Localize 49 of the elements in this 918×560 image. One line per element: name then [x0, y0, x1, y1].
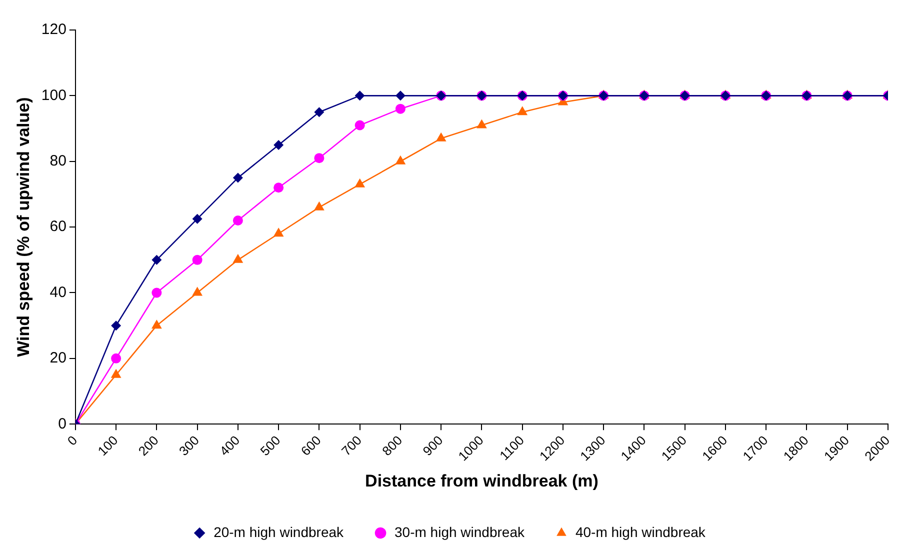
point	[395, 155, 406, 164]
point	[354, 120, 365, 130]
point	[436, 132, 446, 142]
legend-label: 30-m high windbreak	[394, 524, 526, 540]
x-tick-label: 900	[420, 432, 446, 459]
y-tick-label: 80	[50, 152, 66, 170]
y-tick-label: 120	[41, 21, 66, 38]
point	[395, 90, 406, 101]
point	[232, 254, 244, 263]
point	[152, 254, 162, 265]
y-tick-label: 100	[41, 86, 66, 104]
y-tick-label: 60	[50, 218, 66, 236]
point	[111, 353, 122, 364]
point	[517, 106, 528, 116]
point	[354, 90, 365, 101]
point	[274, 182, 284, 193]
point	[232, 172, 243, 183]
y-tick-label: 40	[50, 284, 66, 301]
x-tick-label: 300	[176, 432, 202, 459]
legend-label: 20-m high windbreak	[214, 524, 345, 540]
point	[192, 214, 202, 224]
x-tick-label: 100	[94, 432, 121, 459]
x-tick-label: 0	[64, 432, 80, 448]
point	[273, 228, 284, 237]
point	[192, 286, 203, 296]
point	[192, 254, 202, 265]
legend-label: 40-m high windbreak	[575, 524, 706, 540]
x-tick-label: 700	[338, 432, 364, 459]
y-axis-title: Wind speed (% of upwind value)	[14, 97, 33, 357]
point	[232, 215, 243, 226]
x-tick-label: 200	[135, 432, 162, 459]
point	[476, 119, 487, 128]
point	[151, 320, 162, 329]
point	[110, 368, 122, 378]
x-tick-label: 500	[257, 432, 284, 459]
y-tick-label: 0	[58, 415, 66, 432]
x-axis-title: Distance from windbreak (m)	[365, 471, 598, 490]
point	[152, 288, 162, 298]
point	[314, 153, 324, 164]
x-tick-label: 400	[216, 432, 243, 459]
point	[395, 104, 406, 114]
point	[111, 320, 122, 331]
point	[274, 140, 284, 150]
point	[314, 107, 324, 118]
point	[354, 178, 366, 188]
x-tick-label: 800	[379, 432, 406, 459]
x-tick-label: 600	[298, 432, 324, 459]
y-tick-label: 20	[50, 350, 66, 367]
point	[314, 201, 324, 210]
